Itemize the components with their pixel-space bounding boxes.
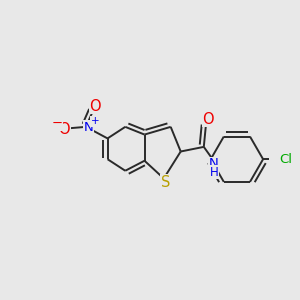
Text: N: N [209, 157, 219, 170]
Text: H: H [209, 166, 218, 179]
Text: Cl: Cl [280, 153, 293, 166]
Text: N: N [83, 121, 93, 134]
Text: +: + [91, 116, 100, 127]
Text: O: O [202, 112, 214, 127]
Text: −: − [51, 117, 62, 130]
Text: S: S [160, 175, 170, 190]
Text: O: O [58, 122, 70, 137]
Text: O: O [89, 99, 101, 114]
